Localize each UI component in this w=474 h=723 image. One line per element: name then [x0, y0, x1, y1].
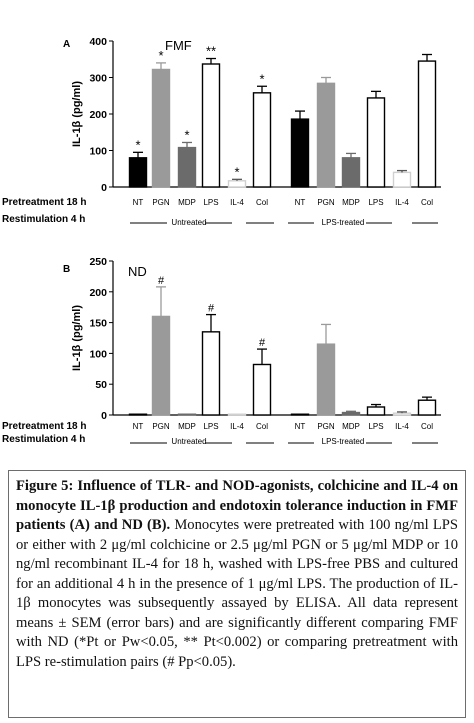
panel-1-group-label-1: LPS-treated	[322, 437, 365, 446]
panel-0-x-label-8: MDP	[342, 198, 360, 207]
panel-0-y-tick-label: 0	[101, 182, 107, 194]
panel-1-row-label-pretreatment: Pretreatment 18 h	[2, 421, 86, 432]
panel-1-bar-2	[177, 413, 197, 416]
panel-1-annotation-5: #	[259, 337, 266, 349]
panel-1-bar-11	[417, 399, 437, 416]
panel-1-x-label-3: LPS	[203, 422, 218, 431]
panel-0-bar-6	[290, 118, 310, 188]
panel-0-bar-5	[252, 92, 272, 188]
panel-1-bar-1	[151, 315, 171, 416]
panel-0-y-tick-label: 400	[89, 36, 107, 48]
panel-0-x-label-1: PGN	[152, 198, 170, 207]
panel-0-row-label-restimulation: Restimulation 4 h	[2, 214, 85, 225]
panel-0-annotation-5: *	[259, 71, 264, 86]
panel-1-bar-8	[341, 411, 361, 416]
panel-0-bar-2	[177, 146, 197, 188]
panel-0-x-label-2: MDP	[178, 198, 196, 207]
panel-1-x-label-10: IL-4	[395, 422, 409, 431]
panel-1-annotation-3: #	[208, 303, 215, 315]
panel-1-x-label-6: NT	[295, 422, 306, 431]
panel-0-y-tick-label: 300	[89, 73, 107, 85]
panel-0-group-label-0: Untreated	[171, 218, 206, 227]
panel-0-bar-10	[392, 171, 412, 188]
panel-1-x-label-4: IL-4	[230, 422, 244, 431]
figure-panels: A FMF IL-1β (pg/ml) 0 100 200 300 400 * NT * PGN * MD…	[2, 36, 441, 446]
panel-0-annotation-3: **	[206, 44, 216, 59]
panel-0-x-label-7: PGN	[317, 198, 335, 207]
panel-1-y-tick-label: 50	[95, 379, 107, 391]
panel-0-annotation-4: *	[234, 164, 239, 179]
panel-1-x-label-5: Col	[256, 422, 268, 431]
panel-1-bar-0	[128, 413, 148, 416]
panel-0-annotation-0: *	[135, 137, 140, 152]
panel-1-y-tick-label: 200	[89, 287, 107, 299]
caption-title: Figure 5: Influence of TLR- and NOD-agon…	[16, 478, 458, 533]
panel-0-bar-1	[151, 68, 171, 188]
panel-0-bar-9	[366, 97, 386, 188]
panel-1-letter: B	[63, 264, 70, 275]
panel-0-x-label-9: LPS	[368, 198, 383, 207]
panel-1-x-label-1: PGN	[152, 422, 170, 431]
panel-0-annotation-2: *	[184, 127, 189, 142]
panel-1-bar-7	[316, 343, 336, 416]
panel-1-bar-3	[201, 331, 221, 416]
panel-0-y-axis-title: IL-1β (pg/ml)	[71, 81, 83, 147]
panel-0-x-label-6: NT	[295, 198, 306, 207]
panel-1-x-label-7: PGN	[317, 422, 335, 431]
panel-1-annotation-1: #	[158, 275, 165, 287]
panel-0-group-label-1: LPS-treated	[322, 218, 365, 227]
panel-0-bar-7	[316, 82, 336, 188]
panel-1-bar-5	[252, 363, 272, 416]
panel-0-condition-label: FMF	[165, 38, 192, 53]
panel-1-y-tick-label: 250	[89, 256, 107, 268]
figure-caption: Figure 5: Influence of TLR- and NOD-agon…	[8, 470, 466, 718]
panel-0-x-label-4: IL-4	[230, 198, 244, 207]
panel-1-x-label-2: MDP	[178, 422, 196, 431]
panel-0-bar-3	[201, 63, 221, 188]
panel-1-x-label-0: NT	[133, 422, 144, 431]
panel-0-x-label-3: LPS	[203, 198, 218, 207]
panel-1-x-label-8: MDP	[342, 422, 360, 431]
panel-0-y-tick-label: 100	[89, 146, 107, 158]
panel-1-y-tick-label: 0	[101, 410, 107, 422]
panel-1-bar-9	[366, 406, 386, 416]
panel-0-x-label-10: IL-4	[395, 198, 409, 207]
panel-1-bar-10	[392, 412, 412, 416]
panel-1-row-label-restimulation: Restimulation 4 h	[2, 434, 85, 445]
panel-1-y-tick-label: 100	[89, 348, 107, 360]
panel-1-x-label-9: LPS	[368, 422, 383, 431]
caption-body: Monocytes were pretreated with 100 ng/ml…	[16, 517, 458, 670]
panel-0-x-label-0: NT	[133, 198, 144, 207]
panel-0-bar-11	[417, 60, 437, 188]
panel-0-bar-0	[128, 157, 148, 188]
panel-0-letter: A	[63, 39, 70, 50]
panel-1-y-axis-title: IL-1β (pg/ml)	[71, 305, 83, 371]
panel-1-bar-6	[290, 413, 310, 416]
panel-1-bar-4	[227, 413, 247, 416]
panel-0-bar-8	[341, 157, 361, 188]
panel-0-row-label-pretreatment: Pretreatment 18 h	[2, 197, 86, 208]
panel-1-group-label-0: Untreated	[171, 437, 206, 446]
panel-1-x-label-11: Col	[421, 422, 433, 431]
panel-0-x-label-11: Col	[421, 198, 433, 207]
panel-0-y-tick-label: 200	[89, 109, 107, 121]
panel-0-x-label-5: Col	[256, 198, 268, 207]
panel-0-bar-4	[227, 180, 247, 188]
panel-0-annotation-1: *	[158, 48, 163, 63]
panel-1-y-tick-label: 150	[89, 318, 107, 330]
panel-1-condition-label: ND	[128, 264, 147, 279]
